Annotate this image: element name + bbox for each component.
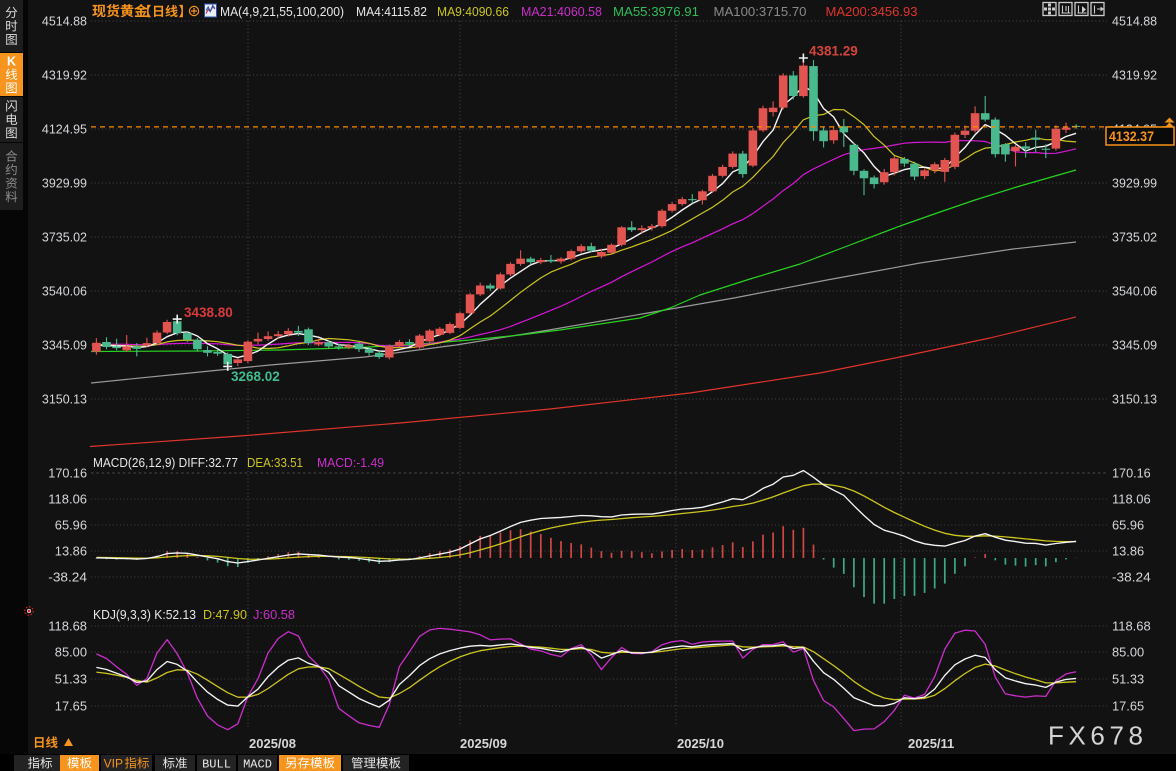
svg-text:2025/09: 2025/09: [460, 736, 507, 751]
svg-text:FX678: FX678: [1048, 721, 1148, 751]
svg-text:3150.13: 3150.13: [1112, 392, 1157, 407]
svg-text:3735.02: 3735.02: [1112, 230, 1157, 245]
svg-text:3540.06: 3540.06: [42, 284, 87, 299]
svg-text:118.68: 118.68: [1112, 619, 1151, 634]
svg-text:3540.06: 3540.06: [1112, 284, 1157, 299]
svg-text:KDJ(9,3,3) K:52.13: KDJ(9,3,3) K:52.13: [93, 607, 196, 622]
svg-text:MA4:4115.82: MA4:4115.82: [356, 4, 427, 19]
svg-text:VIP: VIP: [104, 757, 123, 771]
svg-text:4319.92: 4319.92: [42, 68, 87, 83]
svg-text:3345.09: 3345.09: [42, 338, 87, 353]
svg-text:118.68: 118.68: [48, 619, 87, 634]
svg-text:65.96: 65.96: [55, 518, 87, 533]
svg-text:4319.92: 4319.92: [1112, 68, 1157, 83]
svg-text:D:47.90: D:47.90: [203, 607, 247, 622]
svg-text:-38.24: -38.24: [48, 570, 87, 585]
svg-text:17.65: 17.65: [55, 699, 87, 714]
svg-text:MA9:4090.66: MA9:4090.66: [437, 4, 509, 19]
svg-text:J:60.58: J:60.58: [253, 607, 295, 622]
svg-text:85.00: 85.00: [1112, 645, 1144, 660]
svg-text:K: K: [7, 55, 16, 69]
svg-text:MACD(26,12,9) DIFF:32.77: MACD(26,12,9) DIFF:32.77: [93, 455, 238, 470]
svg-text:MA200:3456.93: MA200:3456.93: [826, 4, 918, 19]
svg-text:2025/11: 2025/11: [908, 736, 954, 751]
svg-text:4124.95: 4124.95: [42, 122, 87, 137]
svg-text:170.16: 170.16: [48, 466, 87, 481]
svg-text:MACD:-1.49: MACD:-1.49: [317, 455, 384, 470]
svg-text:MA(4,9,21,55,100,200): MA(4,9,21,55,100,200): [220, 4, 344, 19]
svg-text:118.06: 118.06: [1112, 492, 1151, 507]
svg-text:3150.13: 3150.13: [42, 392, 87, 407]
svg-text:3929.99: 3929.99: [42, 176, 87, 191]
svg-text:4514.88: 4514.88: [42, 14, 87, 29]
svg-text:MA100:3715.70: MA100:3715.70: [714, 4, 807, 19]
svg-text:4514.88: 4514.88: [1112, 14, 1157, 29]
svg-text:65.96: 65.96: [1112, 518, 1144, 533]
svg-text:2025/10: 2025/10: [677, 736, 724, 751]
svg-text:3438.80: 3438.80: [184, 305, 233, 320]
svg-text:DEA:33.51: DEA:33.51: [247, 455, 303, 470]
svg-text:4381.29: 4381.29: [809, 44, 858, 59]
svg-text:3735.02: 3735.02: [42, 230, 87, 245]
svg-text:3929.99: 3929.99: [1112, 176, 1157, 191]
svg-text:51.33: 51.33: [55, 672, 87, 687]
svg-text:MACD: MACD: [243, 758, 272, 771]
svg-text:170.16: 170.16: [1112, 466, 1151, 481]
svg-text:BULL: BULL: [202, 758, 231, 771]
svg-text:17.65: 17.65: [1112, 699, 1144, 714]
svg-text:2025/08: 2025/08: [249, 736, 296, 751]
svg-text:MA21:4060.58: MA21:4060.58: [521, 4, 602, 19]
svg-text:MA55:3976.91: MA55:3976.91: [613, 4, 699, 19]
svg-text:3345.09: 3345.09: [1112, 338, 1157, 353]
svg-text:4132.37: 4132.37: [1109, 129, 1154, 144]
svg-text:3268.02: 3268.02: [231, 369, 280, 384]
svg-text:118.06: 118.06: [48, 492, 87, 507]
svg-text:51.33: 51.33: [1112, 672, 1144, 687]
svg-text:-38.24: -38.24: [1112, 570, 1151, 585]
svg-text:13.86: 13.86: [1112, 544, 1144, 559]
svg-text:13.86: 13.86: [55, 544, 87, 559]
svg-text:85.00: 85.00: [55, 645, 87, 660]
